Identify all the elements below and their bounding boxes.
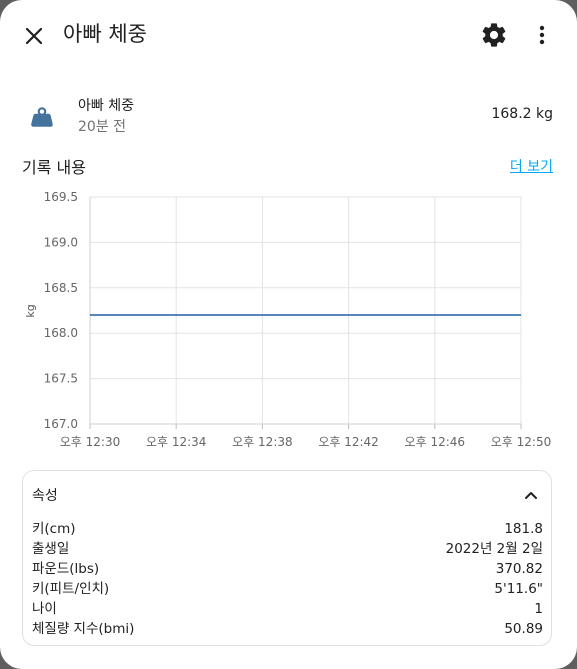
attribute-value: 5'11.6" — [494, 581, 543, 597]
attribute-row: 파운드(lbs) 370.82 — [32, 559, 543, 579]
attribute-label: 파운드(lbs) — [32, 561, 100, 577]
attribute-label: 나이 — [32, 601, 57, 617]
entity-last-changed: 20분 전 — [78, 119, 127, 135]
attribute-value: 1 — [534, 601, 543, 617]
y-tick-label: 168.5 — [44, 281, 78, 295]
chart-grid — [89, 196, 522, 429]
chevron-up-icon — [525, 492, 537, 499]
x-tick-label: 오후 12:38 — [232, 435, 292, 449]
entity-row[interactable]: 아빠 체중 20분 전 168.2 kg — [0, 88, 577, 144]
history-title: 기록 내용 — [22, 158, 86, 177]
settings-button[interactable] — [480, 21, 508, 49]
more-vertical-icon — [539, 25, 545, 45]
y-tick-label: 169.0 — [44, 235, 78, 249]
dialog-header: 아빠 체중 — [0, 0, 577, 72]
attribute-value: 2022년 2월 2일 — [445, 541, 543, 557]
attributes-header[interactable]: 속성 — [23, 471, 551, 517]
y-tick-label: 169.5 — [44, 190, 78, 204]
y-tick-label: 167.5 — [44, 372, 78, 386]
attribute-row: 체질량 지수(bmi) 50.89 — [32, 619, 543, 639]
dialog-title: 아빠 체중 — [63, 22, 147, 46]
entity-state-value: 168.2 kg — [491, 106, 553, 122]
attributes-title: 속성 — [32, 488, 58, 504]
attribute-row: 키(피트/인치) 5'11.6" — [32, 579, 543, 599]
attribute-value: 50.89 — [504, 621, 543, 637]
y-tick-label: 168.0 — [44, 326, 78, 340]
weight-icon — [29, 104, 55, 130]
x-axis-ticks: 오후 12:30 오후 12:34 오후 12:38 오후 12:42 오후 12:46… — [60, 435, 551, 449]
close-icon — [25, 27, 43, 45]
attribute-label: 출생일 — [32, 541, 70, 557]
attribute-row: 출생일 2022년 2월 2일 — [32, 539, 543, 559]
gear-icon — [482, 23, 506, 47]
entity-name: 아빠 체중 — [78, 98, 134, 114]
x-tick-label: 오후 12:50 — [491, 435, 551, 449]
attribute-label: 키(피트/인치) — [32, 581, 110, 597]
x-tick-label: 오후 12:46 — [405, 435, 465, 449]
attribute-label: 체질량 지수(bmi) — [32, 621, 135, 637]
attribute-value: 370.82 — [495, 561, 543, 577]
x-tick-label: 오후 12:34 — [146, 435, 206, 449]
close-button[interactable] — [18, 20, 50, 52]
x-tick-label: 오후 12:30 — [60, 435, 120, 449]
attribute-row: 나이 1 — [32, 599, 543, 619]
show-more-link[interactable]: 더 보기 — [509, 159, 553, 175]
x-tick-label: 오후 12:42 — [318, 435, 378, 449]
attribute-row: 키(cm) 181.8 — [32, 519, 543, 539]
y-tick-label: 167.0 — [44, 417, 78, 431]
attribute-value: 181.8 — [504, 521, 543, 537]
more-options-button[interactable] — [528, 21, 556, 49]
attribute-label: 키(cm) — [32, 521, 76, 537]
y-axis-ticks: 169.5 169.0 168.5 168.0 167.5 167.0 — [44, 190, 78, 431]
y-axis-label: kg — [24, 304, 37, 317]
